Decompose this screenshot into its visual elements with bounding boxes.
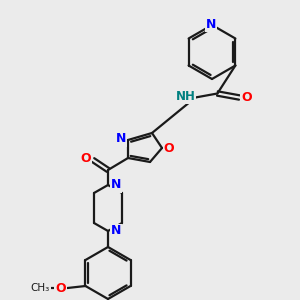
- Text: N: N: [111, 178, 121, 191]
- Text: O: O: [164, 142, 174, 155]
- Text: N: N: [206, 17, 216, 31]
- Text: N: N: [111, 224, 121, 238]
- Text: O: O: [241, 91, 252, 104]
- Text: CH₃: CH₃: [31, 283, 50, 293]
- Text: O: O: [81, 152, 91, 166]
- Text: NH: NH: [176, 90, 195, 103]
- Text: O: O: [55, 283, 66, 296]
- Text: N: N: [116, 133, 126, 146]
